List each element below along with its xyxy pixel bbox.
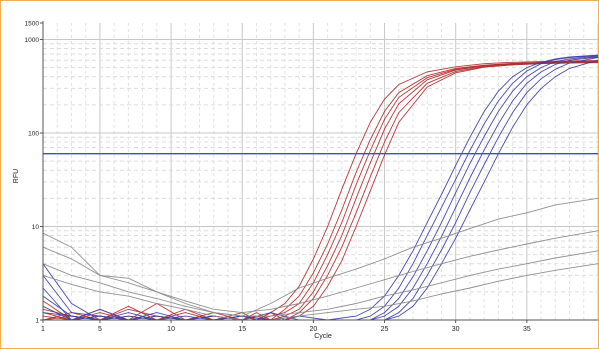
amplification-curve-gray — [42, 263, 598, 321]
amplification-curve-red — [42, 62, 598, 321]
x-tick-label: 35 — [523, 326, 531, 333]
x-tick-label: 30 — [452, 326, 460, 333]
amplification-curve-red — [42, 60, 598, 321]
y-axis-label: RFU — [13, 169, 20, 183]
y-tick-label: 10 — [32, 224, 40, 231]
y-tick-label: 1500 — [25, 21, 40, 28]
amplification-curves — [42, 54, 598, 321]
amplification-curve-red — [42, 61, 598, 321]
amplification-curve-gray — [42, 250, 598, 317]
amplification-curve-blue — [42, 57, 598, 321]
amplification-curve-red — [42, 61, 598, 321]
x-tick-label: 10 — [167, 326, 175, 333]
x-tick-label: 20 — [309, 326, 317, 333]
x-axis-label: Cycle — [314, 333, 332, 340]
amplification-curve-blue — [42, 55, 598, 321]
x-tick-label: 5 — [98, 326, 102, 333]
grid — [42, 23, 598, 321]
x-tick-label: 25 — [381, 326, 389, 333]
y-tick-label: 100 — [28, 130, 39, 137]
y-tick-label: 1 — [35, 318, 39, 325]
amplification-curve-gray — [42, 230, 598, 314]
y-tick-label: 1000 — [25, 37, 40, 44]
x-tick-label: 15 — [238, 326, 246, 333]
amplification-curve-gray — [42, 197, 598, 317]
axes — [40, 21, 598, 323]
x-tick-label: 1 — [41, 326, 45, 333]
amplification-curve-red — [42, 61, 598, 321]
